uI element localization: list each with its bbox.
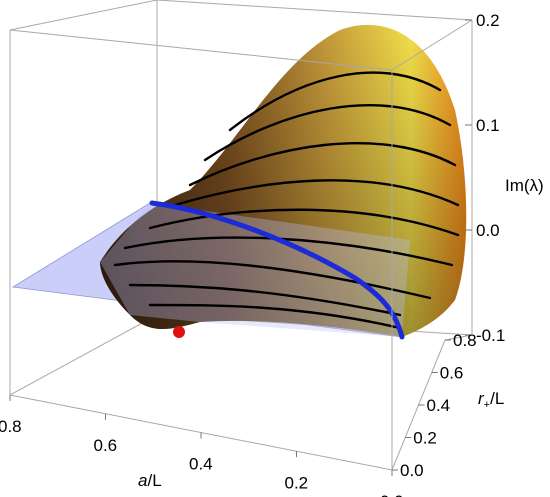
contour-line <box>228 71 442 132</box>
boundary-curve <box>149 200 405 340</box>
contour-line <box>173 179 460 207</box>
contour-line <box>203 103 452 162</box>
contour-curves <box>113 71 460 330</box>
y-tick-label: 0.4 <box>427 396 451 415</box>
y-axis: 0.0 0.2 0.4 0.6 0.8 <box>392 331 477 480</box>
surface <box>100 24 467 337</box>
z-axis: 0.2 0.1 0.0 -0.1 <box>465 11 505 345</box>
z-tick-label: 0.0 <box>476 221 500 240</box>
x-tick-label: 0.6 <box>94 436 118 455</box>
red-marker <box>173 326 185 338</box>
z-tick-label: -0.1 <box>476 326 505 345</box>
y-tick-label: 0.2 <box>413 429 437 448</box>
x-axis: 0.8 0.6 0.4 0.2 0.0 <box>0 395 404 497</box>
z-tick-label: 0.2 <box>476 11 500 30</box>
y-tick-label: 0.6 <box>440 364 464 383</box>
contour-line <box>188 142 457 187</box>
x-tick-label: 0.4 <box>189 455 213 474</box>
x-tick-label: 0.2 <box>285 473 309 492</box>
x-tick-label: 0.0 <box>380 492 404 497</box>
x-tick-label: 0.8 <box>0 417 22 436</box>
x-axis-label: a/L <box>138 471 162 490</box>
y-tick-label: 0.8 <box>453 331 477 350</box>
z-tick-label: 0.1 <box>476 116 500 135</box>
contour-line <box>148 303 402 330</box>
y-tick-label: 0.0 <box>400 461 424 480</box>
contour-line <box>128 283 402 317</box>
y-axis-label: r+/L <box>478 389 504 411</box>
contour-line <box>148 208 460 237</box>
contour-line <box>113 260 432 300</box>
z-axis-label: Im(λ) <box>505 176 544 195</box>
